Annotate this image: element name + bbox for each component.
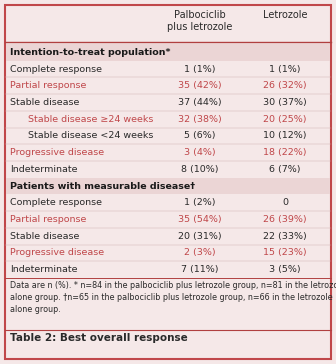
Text: Partial response: Partial response [10,81,86,90]
Text: Complete response: Complete response [10,64,102,74]
Text: Stable disease: Stable disease [10,98,79,107]
Text: Letrozole: Letrozole [263,10,307,20]
Text: 8 (10%): 8 (10%) [181,165,219,174]
Text: Stable disease <24 weeks: Stable disease <24 weeks [22,131,153,141]
Text: Data are n (%). * n=84 in the palbociclib plus letrozole group, n=81 in the letr: Data are n (%). * n=84 in the palbocicli… [10,281,336,314]
Text: Complete response: Complete response [10,198,102,207]
Text: 5 (6%): 5 (6%) [184,131,216,141]
Text: 1 (1%): 1 (1%) [184,64,216,74]
Text: 7 (11%): 7 (11%) [181,265,219,274]
Text: 15 (23%): 15 (23%) [263,248,307,257]
Text: Intention-to-treat population*: Intention-to-treat population* [10,48,170,57]
Text: 20 (25%): 20 (25%) [263,115,307,124]
Text: 3 (4%): 3 (4%) [184,148,216,157]
Text: Partial response: Partial response [10,215,86,224]
Bar [6,44,330,61]
Text: 26 (32%): 26 (32%) [263,81,307,90]
Text: 1 (2%): 1 (2%) [184,198,216,207]
Text: Stable disease: Stable disease [10,232,79,241]
Text: 1 (1%): 1 (1%) [269,64,301,74]
Text: 26 (39%): 26 (39%) [263,215,307,224]
Text: 6 (7%): 6 (7%) [269,165,301,174]
Text: 18 (22%): 18 (22%) [263,148,307,157]
Text: 37 (44%): 37 (44%) [178,98,222,107]
Text: 2 (3%): 2 (3%) [184,248,216,257]
Text: 35 (54%): 35 (54%) [178,215,222,224]
Text: 22 (33%): 22 (33%) [263,232,307,241]
Text: 35 (42%): 35 (42%) [178,81,222,90]
Text: 32 (38%): 32 (38%) [178,115,222,124]
Text: Progressive disease: Progressive disease [10,148,104,157]
Text: Progressive disease: Progressive disease [10,248,104,257]
Text: 0: 0 [282,198,288,207]
Text: Indeterminate: Indeterminate [10,265,78,274]
Text: 3 (5%): 3 (5%) [269,265,301,274]
Text: Stable disease ≥24 weeks: Stable disease ≥24 weeks [22,115,153,124]
Text: Table 2: Best overall response: Table 2: Best overall response [10,333,188,343]
Bar [6,178,330,194]
Text: 30 (37%): 30 (37%) [263,98,307,107]
Text: 20 (31%): 20 (31%) [178,232,222,241]
Text: 10 (12%): 10 (12%) [263,131,307,141]
Text: Patients with measurable disease†: Patients with measurable disease† [10,182,195,191]
Text: Palbociclib
plus letrozole: Palbociclib plus letrozole [167,10,233,32]
Text: Indeterminate: Indeterminate [10,165,78,174]
